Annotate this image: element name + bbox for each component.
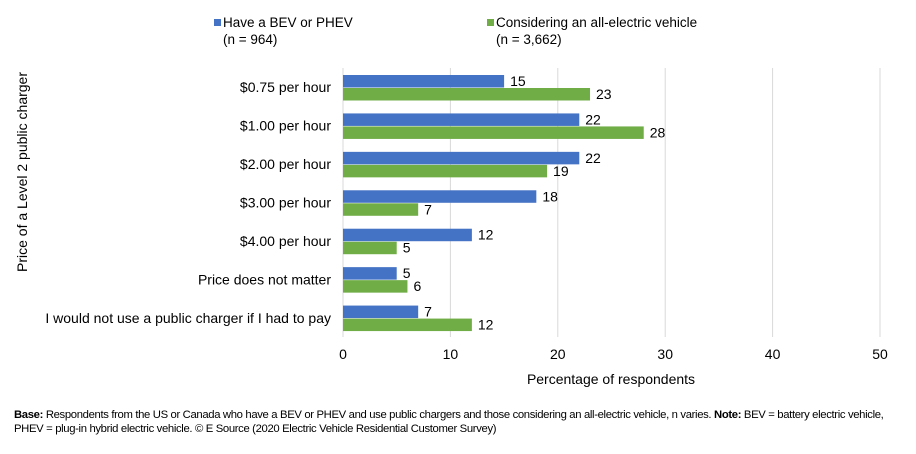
- bar-bev: [343, 228, 472, 242]
- data-label: 7: [424, 304, 432, 320]
- bar-considering: [343, 164, 548, 178]
- category-label: $4.00 per hour: [240, 233, 331, 249]
- data-label: 19: [553, 163, 569, 179]
- category-label: $0.75 per hour: [240, 79, 331, 95]
- legend-swatch-blue: [214, 19, 221, 26]
- data-label: 23: [596, 86, 612, 102]
- y-axis-label: Price of a Level 2 public charger: [14, 72, 30, 272]
- bar-bev: [343, 305, 419, 319]
- bar-bev: [343, 113, 580, 126]
- bar-considering: [343, 318, 472, 332]
- legend-sub: (n = 964): [223, 32, 278, 47]
- data-label: 28: [650, 124, 666, 140]
- data-label: 12: [478, 317, 494, 333]
- legend-swatch-green: [487, 19, 494, 26]
- data-label: 15: [510, 73, 526, 89]
- base-text: Respondents from the US or Canada who ha…: [43, 409, 715, 421]
- bar-considering: [343, 280, 408, 293]
- data-label: 7: [424, 201, 432, 217]
- legend-item-considering: Considering an all-electric vehicle (n =…: [487, 14, 697, 48]
- category-label: $1.00 per hour: [240, 118, 331, 134]
- bar-bev: [343, 151, 580, 165]
- category-label: $3.00 per hour: [240, 195, 331, 211]
- legend-item-bev: Have a BEV or PHEV (n = 964): [214, 14, 353, 48]
- data-label: 6: [413, 278, 421, 294]
- bar-considering: [343, 241, 397, 255]
- x-tick-label: 30: [657, 346, 673, 362]
- category-label: Price does not matter: [198, 271, 331, 287]
- bar-considering: [343, 126, 644, 139]
- category-label: $2.00 per hour: [240, 156, 331, 172]
- data-label: 12: [478, 227, 494, 243]
- x-tick-label: 40: [765, 346, 781, 362]
- bar-considering: [343, 203, 419, 216]
- category-label: I would not use a public charger if I ha…: [45, 310, 331, 326]
- x-tick-label: 10: [443, 346, 459, 362]
- legend-label: Considering an all-electric vehicle: [496, 15, 698, 30]
- x-axis-label: Percentage of respondents: [527, 371, 695, 387]
- data-label: 22: [585, 111, 601, 127]
- data-label: 5: [403, 265, 411, 281]
- footer-note: Base: Respondents from the US or Canada …: [14, 408, 914, 436]
- note-text: BEV = battery electric vehicle, PHEV = p…: [14, 409, 884, 435]
- bar-bev: [343, 190, 537, 203]
- data-label: 22: [585, 150, 601, 166]
- data-label: 5: [403, 240, 411, 256]
- bar-bev: [343, 267, 397, 280]
- x-tick-label: 0: [339, 346, 347, 362]
- legend-sub: (n = 3,662): [496, 32, 562, 47]
- x-tick-label: 20: [550, 346, 566, 362]
- legend-label: Have a BEV or PHEV: [223, 15, 353, 30]
- x-tick-label: 50: [872, 346, 888, 362]
- bar-bev: [343, 75, 505, 88]
- data-label: 18: [542, 188, 558, 204]
- note-label: Note:: [714, 409, 742, 421]
- bar-considering: [343, 88, 591, 101]
- base-label: Base:: [14, 409, 44, 421]
